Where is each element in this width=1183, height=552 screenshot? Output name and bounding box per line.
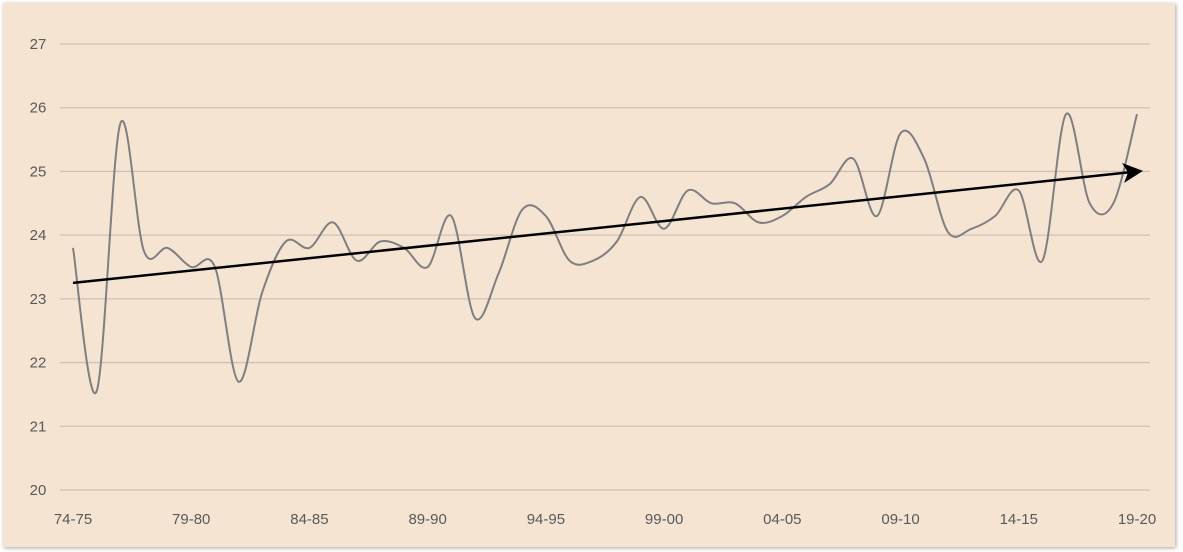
series-line-0 — [72, 112, 1138, 395]
x-tick-label-84-85: 84-85 — [290, 511, 328, 528]
x-tick-label-79-80: 79-80 — [172, 511, 210, 528]
y-tick-label-27: 27 — [30, 36, 47, 53]
y-tick-label-22: 22 — [30, 355, 47, 372]
y-tick-label-20: 20 — [30, 482, 47, 499]
x-tick-label-94-95: 94-95 — [527, 511, 565, 528]
y-tick-label-25: 25 — [30, 163, 47, 180]
plot-background — [3, 3, 1175, 547]
line-chart: 20 21 22 23 24 25 26 27 74-75 79-80 84-85 89-90 94-… — [3, 3, 1175, 547]
series-layer — [72, 112, 1138, 395]
x-tick-label-19-20: 19-20 — [1118, 511, 1156, 528]
gridlines — [60, 43, 1150, 491]
y-axis-tick-labels: 20 21 22 23 24 25 26 27 — [30, 36, 47, 499]
y-tick-label-21: 21 — [30, 418, 47, 435]
y-tick-label-24: 24 — [30, 227, 47, 244]
trend-arrow — [72, 163, 1143, 285]
x-tick-label-09-10: 09-10 — [881, 511, 919, 528]
chart-frame: 20 21 22 23 24 25 26 27 74-75 79-80 84-85 89-90 94-… — [3, 3, 1175, 547]
y-tick-label-26: 26 — [30, 100, 47, 117]
x-tick-label-74-75: 74-75 — [54, 511, 92, 528]
trend-layer — [72, 163, 1143, 285]
y-tick-label-23: 23 — [30, 291, 47, 308]
x-tick-label-04-05: 04-05 — [763, 511, 801, 528]
x-axis-tick-labels: 74-75 79-80 84-85 89-90 94-95 99-00 04-05 09-10… — [54, 511, 1156, 528]
x-tick-label-14-15: 14-15 — [1000, 511, 1038, 528]
x-tick-label-99-00: 99-00 — [645, 511, 683, 528]
x-tick-label-89-90: 89-90 — [408, 511, 446, 528]
